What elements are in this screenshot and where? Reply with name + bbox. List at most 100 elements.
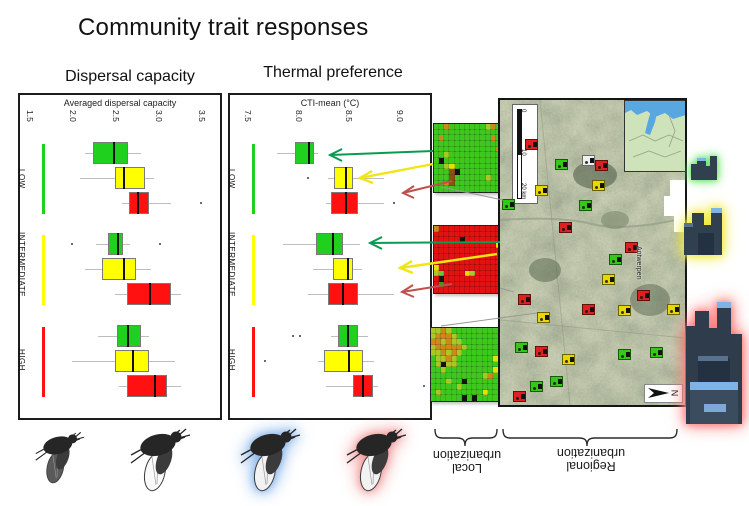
heatmap-cell	[438, 151, 446, 159]
heatmap-cell	[479, 162, 487, 171]
heatmap-cell	[466, 355, 474, 363]
heatmap-cell	[476, 355, 484, 363]
heatmap-cell	[438, 145, 446, 154]
x-tick-label: 2.5	[110, 110, 121, 122]
low-dispersal-insect-icon	[35, 431, 84, 484]
site-marker-green	[555, 159, 568, 170]
heatmap-cell	[453, 286, 461, 294]
heatmap-cell	[471, 343, 479, 352]
heatmap-cell	[450, 371, 458, 380]
heatmap-cell	[453, 179, 461, 188]
heatmap-cell	[463, 280, 472, 289]
x-axis-label: CTI-mean (°C)	[300, 98, 360, 108]
heatmap-cell	[486, 338, 494, 346]
heatmap-cell	[432, 236, 441, 244]
heatmap-cell	[450, 366, 458, 374]
outlier-dot	[200, 202, 203, 204]
heatmap-cell	[484, 140, 492, 148]
x-tick-label: 8.0	[293, 110, 304, 122]
site-marker-green	[618, 349, 631, 360]
heatmap-cell	[463, 230, 472, 239]
median-line	[347, 258, 350, 280]
group-label-low: LOW	[17, 168, 26, 189]
heatmap-cell	[481, 377, 489, 386]
heatmap-cell	[429, 338, 438, 346]
x-axis-label: Averaged dispersal capacity	[63, 98, 177, 108]
heatmap-cell	[455, 371, 463, 380]
heatmap-cell	[474, 174, 482, 182]
heatmap-cell	[491, 394, 500, 402]
heatmap-cell	[448, 162, 456, 171]
heatmap-cell	[443, 151, 451, 159]
heatmap-cell	[455, 332, 463, 341]
heatmap-cell	[429, 371, 438, 380]
heatmap-cell	[429, 383, 438, 391]
heatmap-cell	[466, 366, 474, 374]
site-marker-green	[579, 200, 592, 211]
heatmap-cell	[435, 383, 443, 391]
heatmap-cell	[463, 134, 472, 142]
heatmap-cell	[489, 157, 497, 165]
heatmap-cell	[474, 128, 482, 137]
heatmap-cell	[435, 377, 443, 386]
heatmap-cell	[466, 349, 474, 357]
heatmap-cell	[476, 388, 484, 397]
heatmap-cell	[484, 230, 492, 239]
heatmap-cell	[443, 225, 451, 233]
heatmap-cell	[443, 134, 451, 142]
median-line	[132, 350, 135, 372]
heatmap-cell	[463, 236, 472, 244]
heatmap-cell	[435, 327, 443, 335]
x-tick-label: 1.5	[24, 110, 35, 122]
heatmap-cell	[466, 388, 474, 397]
heatmap-cell	[458, 247, 466, 255]
caption-regional-line2: urbanization	[556, 446, 626, 460]
heatmap-cell	[453, 145, 461, 154]
heatmap-cell	[481, 332, 489, 341]
heatmap-cell	[489, 236, 497, 244]
site-marker-red	[595, 160, 608, 171]
heatmap-cell	[453, 151, 461, 159]
heatmap-cell	[445, 371, 453, 380]
heatmap-cell	[448, 140, 456, 148]
box-local-low	[93, 142, 128, 164]
heatmap-cell	[453, 225, 461, 233]
heatmap-cell	[469, 123, 477, 131]
heatmap-cell	[460, 332, 469, 341]
group-color-line-intermediate	[252, 235, 255, 305]
heatmap-cell	[491, 366, 500, 374]
heatmap-cell	[435, 338, 443, 346]
heatmap-cell	[448, 157, 456, 165]
heatmap-cell	[440, 338, 448, 346]
heatmap-cell	[489, 269, 497, 278]
heatmap-cell	[486, 343, 494, 352]
heatmap-cell	[440, 332, 448, 341]
heatmap-cell	[438, 162, 446, 171]
heatmap-cell	[489, 179, 497, 188]
heatmap-cell	[484, 241, 492, 250]
heatmap-cell	[460, 327, 469, 335]
heatmap-cell	[450, 332, 458, 341]
outlier-dot	[392, 202, 395, 204]
caption-local-line2: urbanization	[432, 448, 502, 462]
heatmap-local-low	[432, 123, 503, 193]
heatmap-cell	[479, 230, 487, 239]
heatmap-cell	[466, 327, 474, 335]
heatmap-cell	[481, 366, 489, 374]
heatmap-cell	[474, 168, 482, 176]
heatmap-cell	[476, 366, 484, 374]
heatmap-cell	[486, 366, 494, 374]
heatmap-cell	[463, 145, 472, 154]
heatmap-cell	[484, 145, 492, 154]
heatmap-cell	[458, 151, 466, 159]
heatmap-cell	[463, 179, 472, 188]
heatmap-cell	[486, 349, 494, 357]
heatmap-cell	[471, 355, 479, 363]
outlier-dot	[298, 335, 301, 337]
heatmap-cell	[448, 241, 456, 250]
heatmap-cell	[469, 151, 477, 159]
heatmap-cell	[484, 174, 492, 182]
heatmap-cell	[432, 128, 441, 137]
heatmap-cell	[471, 394, 479, 402]
group-label-intermediate: INTERMEDIATE	[17, 231, 26, 297]
